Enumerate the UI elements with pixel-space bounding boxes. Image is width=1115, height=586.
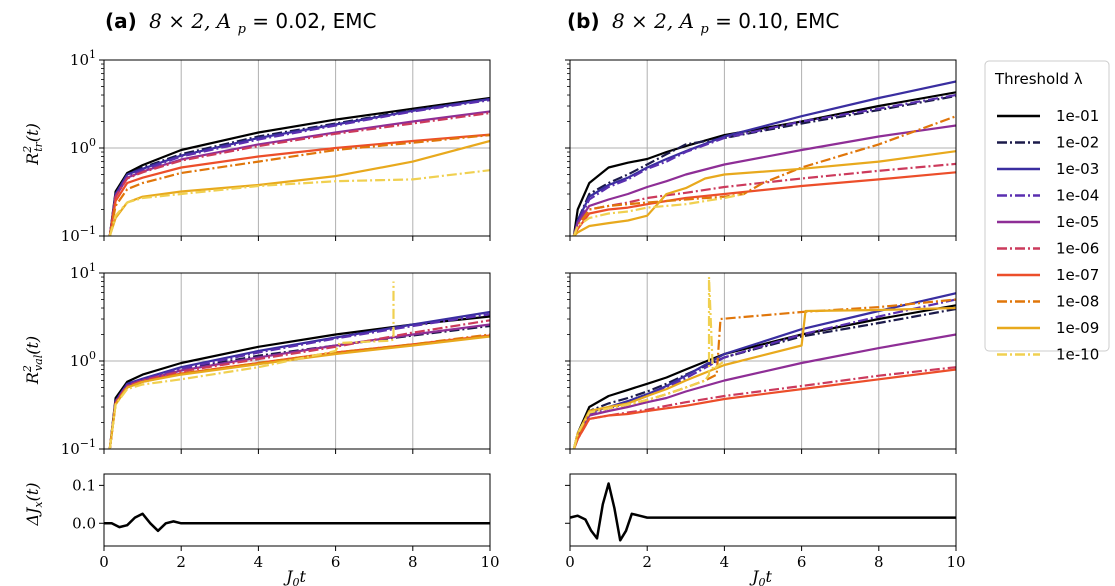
legend-title: Threshold λ bbox=[994, 70, 1083, 88]
chart-b-val bbox=[565, 272, 957, 454]
series-1e-01 bbox=[108, 96, 490, 236]
series-1e-03 bbox=[572, 80, 956, 236]
legend-label-1e-01: 1e-01 bbox=[1056, 107, 1099, 125]
x-tick-label: 0 bbox=[565, 553, 575, 571]
panel-a-title-value: = 0.02, EMC bbox=[252, 9, 376, 33]
series-1e-09 bbox=[573, 150, 956, 236]
chart-a-val: 10−1 100 101 bbox=[61, 261, 491, 458]
panel-a-label: (a) bbox=[105, 9, 137, 33]
x-tick-label: 0 bbox=[99, 553, 109, 571]
panel-b-title-text: 8 × 2, A bbox=[612, 9, 694, 33]
panel-a-title-sub: p bbox=[238, 22, 247, 37]
axes-frame bbox=[569, 473, 957, 547]
plot-area: 10−1 100 101 10−1 100 101 0 2 4 6 8 10 0.0 0.1 0 2 4 6 8 10 bbox=[61, 48, 966, 571]
row2-y-label: R2val(t) bbox=[21, 336, 45, 385]
y-tick-label: 0.0 bbox=[72, 514, 96, 532]
series-1e-01 bbox=[108, 315, 490, 449]
chart-a-drive: 0 2 4 6 8 10 0.0 0.1 bbox=[72, 473, 500, 571]
series-1e-06 bbox=[108, 319, 490, 449]
row3-y-label: ΔJx(t) bbox=[23, 482, 45, 526]
y-tick-label: 0.1 bbox=[72, 476, 96, 494]
x-tick-label: 2 bbox=[642, 553, 652, 571]
series-1e-05 bbox=[572, 124, 956, 236]
series-1e-05 bbox=[572, 333, 956, 449]
x-tick-label: 10 bbox=[480, 553, 499, 571]
row1-y-label: R2tr(t) bbox=[21, 123, 45, 166]
x-tick-label: 6 bbox=[797, 553, 807, 571]
series-1e-01 bbox=[572, 91, 956, 236]
chart-b-drive: 0 2 4 6 8 10 bbox=[565, 473, 966, 571]
series-1e-07 bbox=[108, 133, 490, 236]
series-1e-06 bbox=[108, 111, 490, 236]
x-tick-label: 8 bbox=[874, 553, 884, 571]
legend-label-1e-08: 1e-08 bbox=[1056, 293, 1099, 311]
series-drive bbox=[570, 482, 956, 542]
series-1e-04 bbox=[572, 93, 956, 236]
x-tick-label: 2 bbox=[176, 553, 186, 571]
panel-b-x-label: J0t bbox=[749, 567, 772, 586]
y-tick-label: 101 bbox=[70, 48, 96, 69]
x-tick-label: 8 bbox=[408, 553, 418, 571]
series-1e-09 bbox=[108, 335, 490, 449]
panel-b-title-value: = 0.10, EMC bbox=[715, 9, 839, 33]
series-1e-10 bbox=[572, 275, 726, 449]
series-1e-05 bbox=[108, 110, 490, 236]
legend-frame bbox=[984, 60, 1110, 352]
legend-label-1e-03: 1e-03 bbox=[1056, 160, 1099, 178]
series-1e-10 bbox=[108, 169, 490, 236]
series-1e-07 bbox=[572, 368, 956, 449]
series-1e-09 bbox=[572, 306, 956, 449]
panel-a-x-label: J0t bbox=[283, 567, 306, 586]
y-tick-label: 10−1 bbox=[61, 224, 96, 245]
x-tick-label: 4 bbox=[720, 553, 730, 571]
series-1e-10 bbox=[108, 281, 395, 449]
chart-b-train bbox=[565, 59, 957, 241]
x-tick-label: 6 bbox=[331, 553, 341, 571]
legend: Threshold λ 1e-01 1e-02 1e-03 1e-04 1e-05 1e-… bbox=[984, 60, 1110, 364]
series-1e-08 bbox=[108, 134, 490, 236]
legend-label-1e-05: 1e-05 bbox=[1056, 213, 1099, 231]
legend-label-1e-10: 1e-10 bbox=[1056, 346, 1099, 364]
panel-b-title-sub: p bbox=[700, 22, 709, 37]
x-tick-label: 10 bbox=[946, 553, 965, 571]
chart-a-train: 10−1 100 101 bbox=[61, 48, 491, 245]
legend-label-1e-02: 1e-02 bbox=[1056, 134, 1099, 152]
legend-label-1e-06: 1e-06 bbox=[1056, 240, 1099, 258]
series-1e-04 bbox=[108, 99, 490, 236]
panel-b-title: (b) 8 × 2, A p = 0.10, EMC bbox=[567, 9, 839, 38]
legend-label-1e-09: 1e-09 bbox=[1056, 319, 1099, 337]
series-1e-02 bbox=[572, 307, 956, 449]
series-1e-02 bbox=[572, 94, 956, 236]
y-tick-label: 100 bbox=[70, 136, 96, 157]
panel-b-label: (b) bbox=[567, 9, 600, 33]
legend-label-1e-07: 1e-07 bbox=[1056, 266, 1099, 284]
series-1e-10 bbox=[572, 192, 744, 236]
axes-frame bbox=[103, 473, 491, 547]
panel-a-title-text: 8 × 2, A bbox=[149, 9, 231, 33]
series-1e-06 bbox=[572, 366, 956, 449]
x-tick-label: 4 bbox=[254, 553, 264, 571]
y-tick-label: 10−1 bbox=[61, 437, 96, 458]
y-tick-label: 101 bbox=[70, 261, 96, 282]
panel-a-title: (a) 8 × 2, A p = 0.02, EMC bbox=[105, 9, 377, 38]
legend-label-1e-04: 1e-04 bbox=[1056, 187, 1099, 205]
y-tick-label: 100 bbox=[70, 349, 96, 370]
series-drive bbox=[104, 512, 490, 533]
